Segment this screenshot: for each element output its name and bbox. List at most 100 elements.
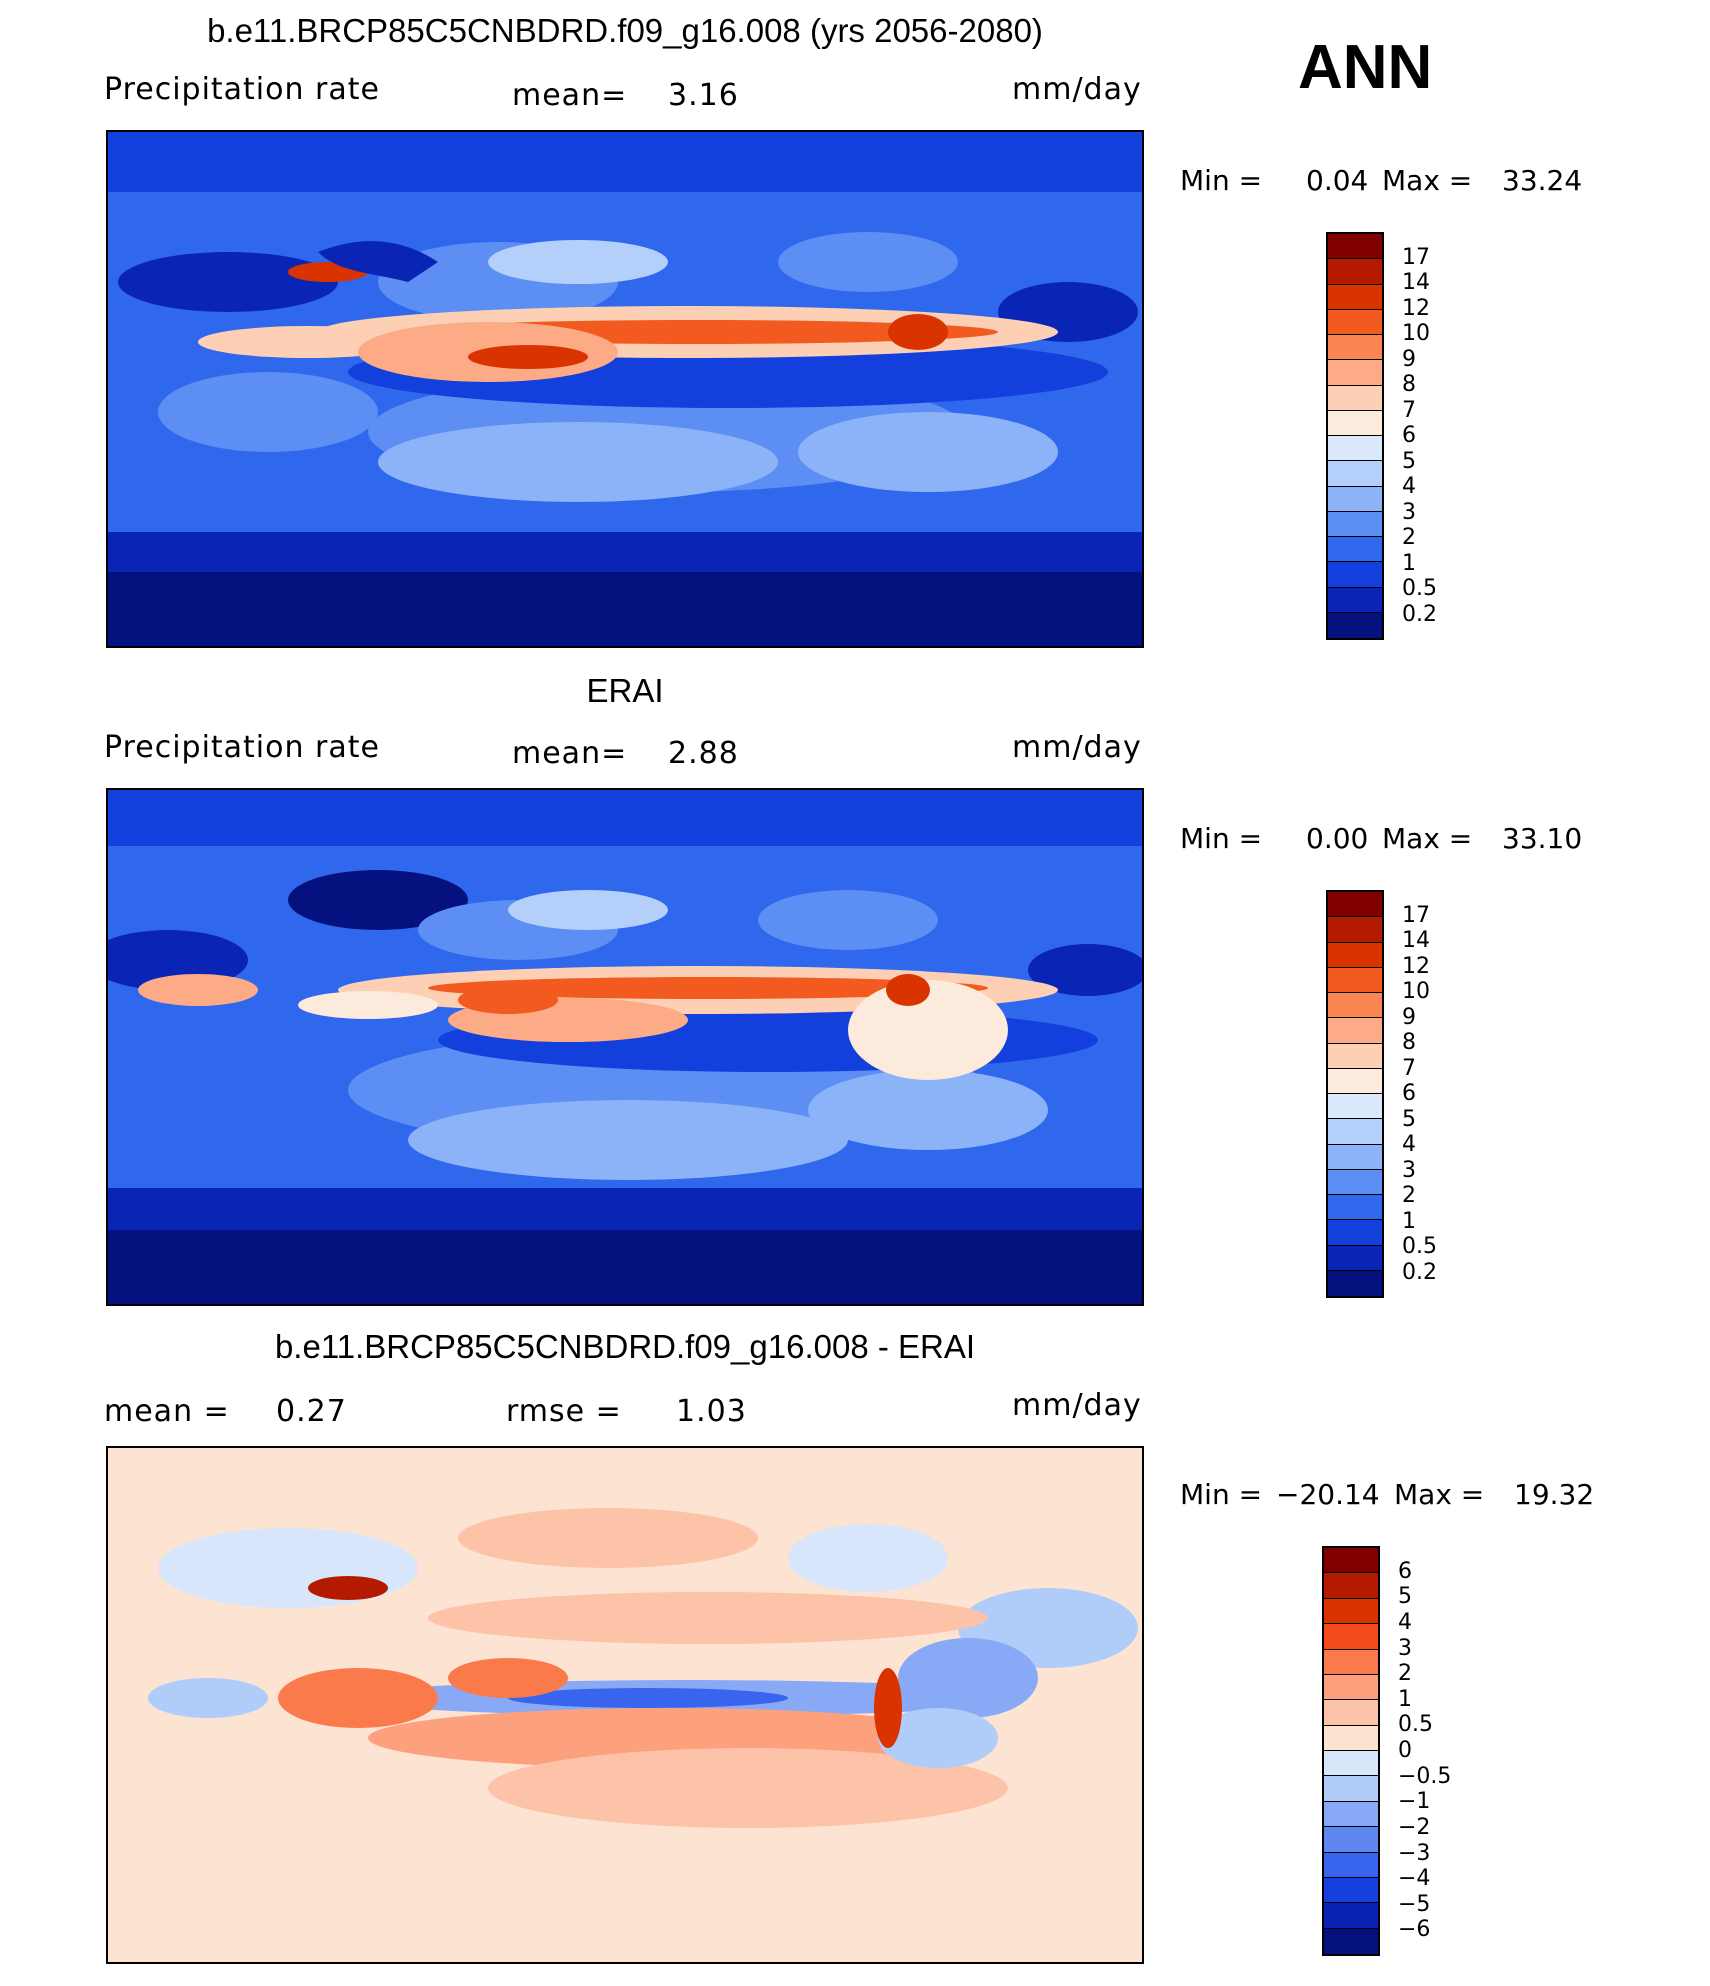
- colorbar-tick-label: 3: [1402, 1157, 1416, 1183]
- colorbar-tick-label: 10: [1402, 321, 1430, 346]
- colorbar-swatch: [1328, 942, 1382, 968]
- colorbar-tick-label: 5: [1402, 448, 1416, 474]
- panel3-max-value: 19.32: [1514, 1478, 1595, 1511]
- colorbar-swatch: [1328, 1270, 1382, 1296]
- panel3-map: [106, 1446, 1144, 1964]
- panel2-max-label: Max =: [1382, 822, 1473, 855]
- colorbar-swatch: [1324, 1776, 1378, 1802]
- colorbar-swatch: [1328, 335, 1382, 361]
- colorbar-tick-label: 6: [1402, 1081, 1416, 1106]
- panel3-colorbar: [1322, 1546, 1380, 1956]
- colorbar-tick-label: 6: [1402, 423, 1416, 448]
- colorbar-tick-label: −2: [1398, 1814, 1431, 1840]
- panel1-title: b.e11.BRCP85C5CNBDRD.f09_g16.008 (yrs 20…: [207, 12, 1043, 49]
- colorbar-swatch: [1328, 461, 1382, 487]
- colorbar-tick-label: 1: [1402, 1208, 1416, 1234]
- panel2-map-field: [108, 790, 1142, 1304]
- panel3-mean-label: mean =: [104, 1394, 230, 1429]
- panel1-mean-value: 3.16: [668, 78, 739, 113]
- panel1-max-label: Max =: [1382, 164, 1473, 197]
- panel1-min-value: 0.04: [1306, 164, 1369, 197]
- colorbar-swatch: [1328, 1094, 1382, 1120]
- colorbar-tick-label: 4: [1402, 474, 1416, 499]
- colorbar-swatch: [1324, 1852, 1378, 1878]
- colorbar-tick-label: 8: [1402, 372, 1416, 397]
- colorbar-swatch: [1328, 1169, 1382, 1195]
- colorbar-tick-label: 4: [1398, 1609, 1412, 1635]
- colorbar-tick-label: 4: [1402, 1132, 1416, 1157]
- colorbar-swatch: [1328, 284, 1382, 310]
- colorbar-swatch: [1328, 587, 1382, 613]
- colorbar-tick-label: 9: [1402, 1004, 1416, 1030]
- colorbar-swatch: [1328, 1043, 1382, 1069]
- colorbar-tick-label: 14: [1402, 270, 1430, 295]
- colorbar-swatch: [1328, 360, 1382, 386]
- colorbar-tick-label: 7: [1402, 397, 1416, 423]
- panel2-min-value: 0.00: [1306, 822, 1369, 855]
- colorbar-tick-label: 0.5: [1402, 1234, 1437, 1259]
- colorbar-tick-label: 9: [1402, 346, 1416, 372]
- colorbar-tick-label: −6: [1398, 1917, 1431, 1943]
- colorbar-tick-label: 0.2: [1402, 601, 1437, 627]
- colorbar-swatch: [1328, 892, 1382, 918]
- colorbar-tick-label: 14: [1402, 928, 1430, 953]
- colorbar-swatch: [1328, 1119, 1382, 1145]
- colorbar-swatch: [1328, 1018, 1382, 1044]
- colorbar-tick-label: 12: [1402, 953, 1430, 979]
- colorbar-swatch: [1324, 1903, 1378, 1929]
- colorbar-tick-label: 3: [1402, 499, 1416, 525]
- colorbar-tick-label: 8: [1402, 1030, 1416, 1055]
- panel1-mean-label: mean=: [512, 78, 628, 113]
- season-label: ANN: [1298, 33, 1433, 102]
- panel3-rmse-label: rmse =: [506, 1394, 622, 1429]
- colorbar-swatch: [1328, 385, 1382, 411]
- colorbar-tick-label: −5: [1398, 1891, 1431, 1917]
- colorbar-swatch: [1324, 1877, 1378, 1904]
- panel3-rmse-value: 1.03: [676, 1394, 747, 1429]
- colorbar-swatch: [1328, 410, 1382, 436]
- colorbar-swatch: [1328, 1220, 1382, 1246]
- colorbar-tick-label: 3: [1398, 1635, 1412, 1661]
- colorbar-tick-label: −1: [1398, 1789, 1431, 1815]
- colorbar-swatch: [1328, 234, 1382, 260]
- colorbar-swatch: [1324, 1624, 1378, 1650]
- colorbar-swatch: [1328, 511, 1382, 537]
- panel2-min-label: Min =: [1180, 822, 1263, 855]
- colorbar-tick-label: 2: [1398, 1661, 1412, 1687]
- colorbar-tick-label: 10: [1402, 979, 1430, 1004]
- colorbar-swatch: [1328, 612, 1382, 638]
- colorbar-swatch: [1324, 1751, 1378, 1777]
- panel1-units: mm/day: [1012, 72, 1142, 107]
- colorbar-tick-label: 2: [1402, 525, 1416, 550]
- colorbar-tick-label: 1: [1398, 1686, 1412, 1712]
- colorbar-tick-label: 6: [1398, 1558, 1412, 1584]
- colorbar-swatch: [1324, 1801, 1378, 1828]
- colorbar-swatch: [1328, 309, 1382, 335]
- colorbar-tick-label: 7: [1402, 1055, 1416, 1081]
- colorbar-swatch: [1328, 486, 1382, 512]
- colorbar-swatch: [1324, 1573, 1378, 1599]
- colorbar-swatch: [1324, 1827, 1378, 1853]
- panel3-max-label: Max =: [1394, 1478, 1485, 1511]
- colorbar-swatch: [1328, 436, 1382, 462]
- panel2-mean-label: mean=: [512, 736, 628, 771]
- colorbar-swatch: [1328, 562, 1382, 588]
- panel2-max-value: 33.10: [1502, 822, 1583, 855]
- colorbar-tick-label: 0.2: [1402, 1259, 1437, 1285]
- panel3-min-value: −20.14: [1276, 1478, 1380, 1511]
- panel3-map-field: [108, 1448, 1142, 1962]
- colorbar-tick-label: 0: [1398, 1738, 1412, 1763]
- colorbar-swatch: [1324, 1548, 1378, 1574]
- panel3-units: mm/day: [1012, 1388, 1142, 1423]
- colorbar-swatch: [1328, 993, 1382, 1019]
- panel3-min-label: Min =: [1180, 1478, 1263, 1511]
- colorbar-tick-label: 5: [1402, 1106, 1416, 1132]
- panel2-variable-label: Precipitation rate: [104, 730, 380, 765]
- colorbar-tick-label: 12: [1402, 295, 1430, 321]
- colorbar-swatch: [1328, 1144, 1382, 1170]
- panel2-colorbar: [1326, 890, 1384, 1298]
- colorbar-tick-label: 1: [1402, 550, 1416, 576]
- colorbar-swatch: [1328, 259, 1382, 285]
- panel3-mean-value: 0.27: [276, 1394, 347, 1429]
- colorbar-swatch: [1324, 1598, 1378, 1625]
